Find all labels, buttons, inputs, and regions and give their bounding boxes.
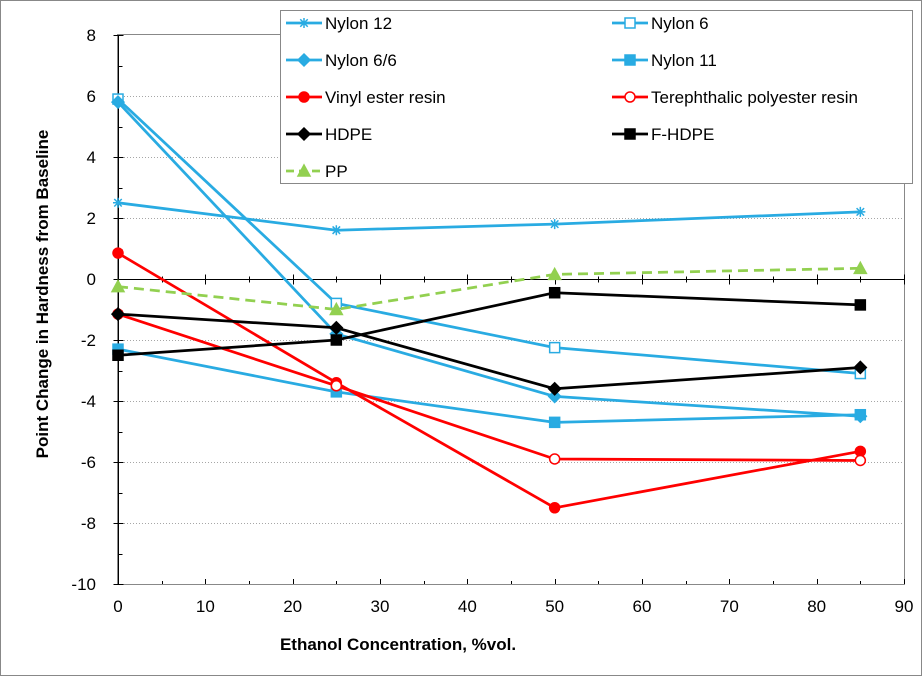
series-4-point-2 — [548, 502, 561, 514]
legend-label-0: Nylon 12 — [325, 14, 392, 33]
series-1-point-2 — [548, 341, 561, 354]
series-5-point-2 — [548, 453, 561, 465]
legend-label-8: PP — [325, 162, 348, 181]
series-4-point-0 — [112, 247, 124, 259]
series-8 — [110, 260, 868, 316]
series-7-point-2 — [548, 286, 561, 299]
y-tick-label-4: -2 — [81, 331, 96, 350]
series-7-point-0 — [112, 349, 124, 361]
series-0-point-2 — [549, 219, 560, 230]
series-8-point-3 — [853, 260, 868, 275]
series-0-point-1-shape — [331, 225, 342, 236]
legend-swatch-marker-4 — [298, 91, 310, 103]
y-tick-label-6: 2 — [87, 209, 96, 228]
x-tick-label-4: 40 — [458, 597, 477, 616]
y-axis-title: Point Change in Hardness from Baseline — [33, 130, 52, 459]
legend-box — [280, 10, 913, 184]
y-tick-label-2: -6 — [81, 453, 96, 472]
series-0-point-3 — [855, 206, 866, 217]
x-tick-label-7: 70 — [720, 597, 739, 616]
x-axis-title: Ethanol Concentration, %vol. — [280, 635, 516, 654]
x-tick-label-5: 50 — [545, 597, 564, 616]
legend-swatch-marker-5 — [624, 91, 636, 103]
legend-label-1: Nylon 6 — [651, 14, 709, 33]
y-tick-label-3: -4 — [81, 392, 96, 411]
legend-label-4: Vinyl ester resin — [325, 88, 446, 107]
series-7-point-1 — [330, 334, 343, 346]
y-tick-label-7: 4 — [87, 148, 96, 167]
series-6-point-3 — [853, 360, 868, 375]
legend-label-2: Nylon 6/6 — [325, 51, 397, 70]
legend-item-8: PP — [286, 162, 348, 181]
series-6-point-0 — [110, 307, 126, 322]
series-2-point-0 — [110, 95, 126, 110]
series-2-point-2 — [547, 389, 562, 404]
series-3-point-2 — [548, 416, 561, 429]
legend-swatch-marker-8 — [296, 163, 312, 177]
legend-item-1: Nylon 6 — [612, 14, 709, 33]
series-line-8 — [117, 266, 861, 311]
legend-label-6: HDPE — [325, 125, 372, 144]
series-6-point-1 — [329, 320, 344, 335]
series-0-point-3-shape — [855, 206, 866, 217]
legend-item-3: Nylon 11 — [612, 51, 717, 70]
series-0-point-2-shape — [549, 219, 560, 230]
x-tick-label-9: 90 — [895, 597, 914, 616]
series-5-point-3 — [854, 454, 867, 467]
legend-item-7: F-HDPE — [612, 125, 714, 144]
legend-item-4: Vinyl ester resin — [286, 88, 446, 107]
legend-item-5: Terephthalic polyester resin — [612, 88, 858, 107]
y-tick-label-1: -8 — [81, 514, 96, 533]
legend: Nylon 12 Nylon 6 Nylon 6/6 Nylon 11 Vinyl es… — [280, 10, 913, 184]
series-line-5 — [117, 312, 861, 462]
legend-swatch-marker-3 — [624, 54, 636, 66]
y-tick-label-9: 8 — [87, 26, 96, 45]
legend-swatch-marker-2 — [296, 52, 312, 68]
legend-swatch-marker-7 — [624, 128, 636, 140]
series-7 — [112, 286, 867, 361]
x-tick-label-8: 80 — [807, 597, 826, 616]
x-tick-label-1: 10 — [196, 597, 215, 616]
series-3 — [112, 343, 867, 429]
series-0-point-0-shape — [113, 197, 123, 208]
legend-item-2: Nylon 6/6 — [286, 51, 397, 70]
legend-swatch-marker-1 — [624, 17, 636, 29]
series-line-1 — [117, 98, 861, 375]
series-3-point-3 — [854, 408, 867, 421]
series-0-point-1 — [331, 225, 342, 236]
legend-label-3: Nylon 11 — [651, 51, 717, 70]
series-8-point-1 — [329, 301, 344, 316]
series-0-point-0 — [113, 197, 123, 208]
series-8-point-0 — [110, 279, 126, 293]
legend-label-5: Terephthalic polyester resin — [651, 88, 858, 107]
x-tick-label-0: 0 — [113, 597, 122, 616]
series-line-3 — [117, 347, 861, 424]
series-line-4 — [117, 251, 861, 510]
series-layer — [110, 93, 868, 514]
series-8-point-2 — [547, 266, 562, 281]
legend-label-7: F-HDPE — [651, 125, 714, 144]
series-line-2 — [116, 101, 861, 418]
series-line-6 — [117, 312, 861, 391]
x-tick-label-6: 60 — [633, 597, 652, 616]
y-tick-label-0: -10 — [71, 575, 96, 594]
legend-swatch-marker-0-shape — [299, 18, 309, 28]
x-tick-label-3: 30 — [371, 597, 390, 616]
series-6 — [110, 307, 868, 396]
series-line-7 — [117, 291, 861, 357]
legend-swatch-marker-0 — [299, 18, 309, 28]
y-tick-label-8: 6 — [87, 87, 96, 106]
series-6-point-2 — [547, 381, 562, 396]
legend-item-6: HDPE — [286, 125, 372, 144]
legend-swatch-marker-6 — [296, 126, 312, 142]
legend-item-0: Nylon 12 — [286, 14, 392, 33]
series-7-point-3 — [854, 299, 867, 311]
y-tick-label-5: 0 — [87, 270, 96, 289]
series-5-point-1 — [330, 380, 343, 392]
x-tick-label-2: 20 — [283, 597, 302, 616]
